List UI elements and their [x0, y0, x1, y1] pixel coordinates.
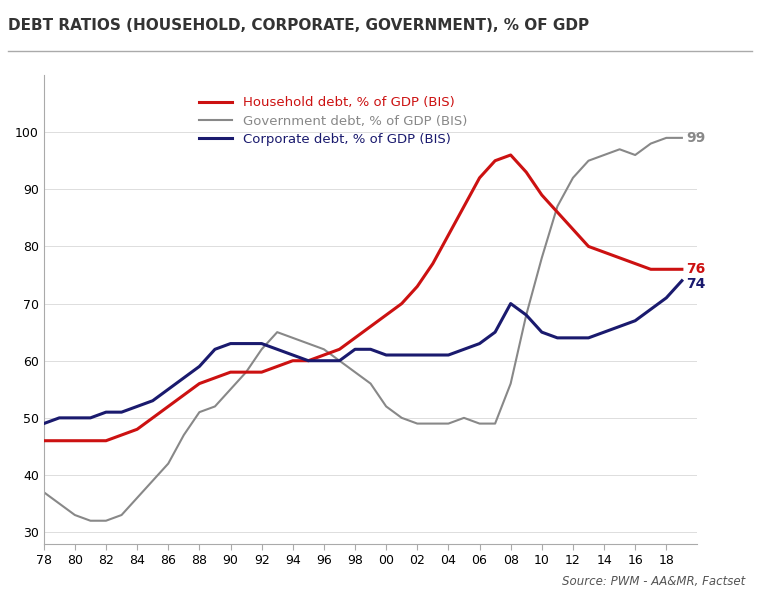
Text: 76: 76 [686, 262, 706, 276]
Text: 99: 99 [686, 131, 706, 145]
Text: 74: 74 [686, 277, 706, 290]
Text: DEBT RATIOS (HOUSEHOLD, CORPORATE, GOVERNMENT), % OF GDP: DEBT RATIOS (HOUSEHOLD, CORPORATE, GOVER… [8, 18, 589, 33]
Legend: Household debt, % of GDP (BIS), Government debt, % of GDP (BIS), Corporate debt,: Household debt, % of GDP (BIS), Governme… [194, 91, 473, 151]
Text: Source: PWM - AA&MR, Factset: Source: PWM - AA&MR, Factset [562, 575, 745, 588]
